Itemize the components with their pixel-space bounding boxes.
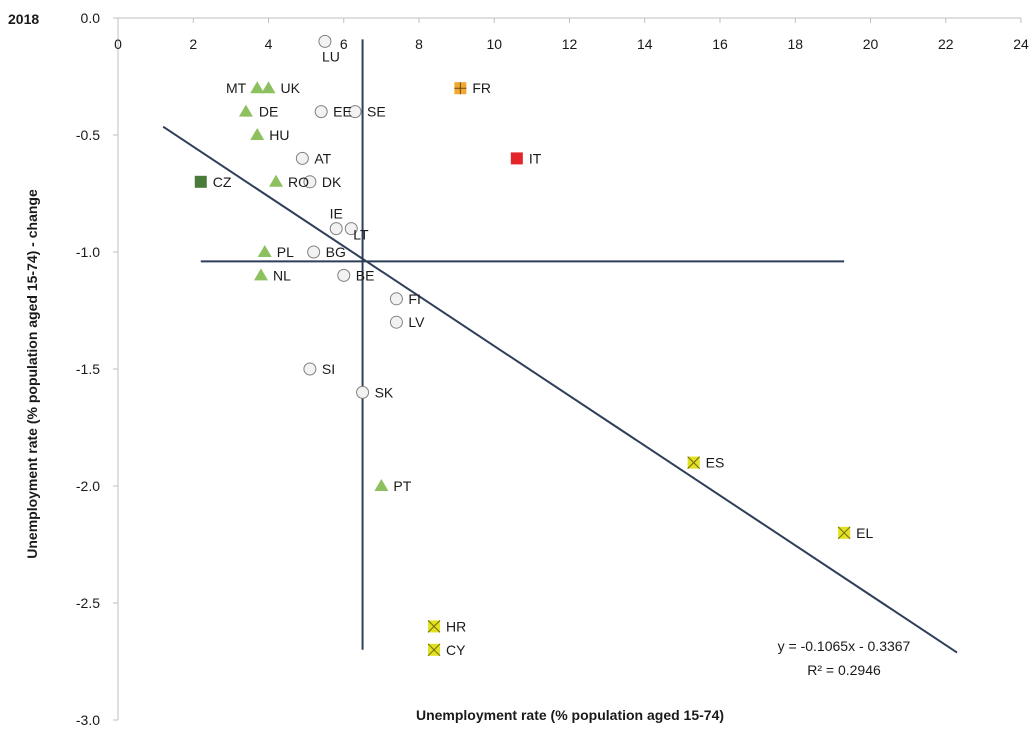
label-cz: CZ [213,174,232,190]
point-cz [194,175,207,188]
data-points [194,34,851,657]
point-hr-cross [427,620,441,633]
label-fr: FR [472,80,491,96]
label-de: DE [259,104,278,120]
point-dk [303,175,317,189]
label-hu: HU [269,127,289,143]
point-nl [253,268,268,281]
label-hr: HR [446,618,466,634]
label-lv: LV [408,314,425,330]
point-fr-cross [454,82,467,95]
x-tick-label: 10 [486,36,502,52]
label-cy: CY [446,642,466,658]
label-ie: IE [330,206,343,222]
point-sk [356,385,370,399]
point-se [348,105,362,119]
point-lt [344,222,358,236]
label-pl: PL [277,244,294,260]
label-pt: PT [393,478,411,494]
x-tick-label: 0 [114,36,122,52]
point-mt [250,81,265,94]
x-tick-label: 4 [265,36,273,52]
point-hu [250,128,265,140]
label-fi: FI [408,291,420,307]
y-tick-label: 0.0 [81,10,101,26]
point-ie [329,222,343,236]
label-ee: EE [333,104,352,120]
point-fi [389,292,403,306]
point-it [510,152,523,165]
x-tick-label: 6 [340,36,348,52]
x-tick-label: 12 [562,36,578,52]
label-lu: LU [322,48,340,64]
point-pl [257,245,272,257]
point-at [295,151,309,165]
point-de [238,104,253,117]
label-nl: NL [273,267,291,283]
point-lu [318,34,332,48]
point-cy-cross [427,643,441,657]
label-sk: SK [375,384,394,400]
trendline-r-squared: R² = 0.2946 [807,662,881,678]
x-axis-title: Unemployment rate (% population aged 15-… [416,707,724,723]
trendline-equation: y = -0.1065x - 0.3367 [778,638,911,654]
point-el-cross [837,526,851,540]
label-ro: RO [288,174,309,190]
x-tick-label: 2 [189,36,197,52]
y-axis-title: Unemployment rate (% population aged 15-… [24,189,40,559]
trendline [162,125,958,654]
y-tick-label: -2.5 [76,595,100,611]
point-si [303,362,317,376]
point-labels: LU MT UK FR DE EE SE HU AT IT CZ RO DK IE LT PL BG NL BE FI… [213,48,874,657]
label-si: SI [322,361,335,377]
x-tick-label: 8 [415,36,423,52]
y-tick-label: -1.0 [76,244,100,260]
label-mt: MT [226,80,247,96]
point-be [337,268,351,282]
y-tick-label: -0.5 [76,127,100,143]
label-bg: BG [326,244,346,260]
label-dk: DK [322,174,342,190]
point-ro [269,174,284,187]
y-tick-label: -2.0 [76,478,100,494]
x-tick-label: 18 [787,36,803,52]
y-tick-label: -1.5 [76,361,100,377]
axes: 0 2 4 6 8 10 12 14 16 18 20 22 240.0-0.5-1.0-1.5-2.0… [76,10,1029,728]
x-tick-label: 24 [1013,36,1029,52]
point-lv [389,315,403,329]
point-uk [261,81,276,94]
point-es-cross [687,456,701,469]
label-be: BE [356,267,375,283]
point-ee [314,105,328,119]
label-se: SE [367,104,386,120]
label-lt: LT [353,227,369,243]
x-tick-label: 22 [938,36,954,52]
x-tick-label: 14 [637,36,653,52]
label-el: EL [856,525,873,541]
label-uk: UK [281,80,301,96]
point-bg [307,245,321,259]
x-tick-label: 20 [863,36,879,52]
x-tick-label: 16 [712,36,728,52]
label-it: IT [529,150,542,166]
label-es: ES [706,455,725,471]
point-pt [374,479,389,491]
reference-lines [162,39,958,654]
y-tick-label: -3.0 [76,712,100,728]
label-at: AT [314,150,331,166]
year-label: 2018 [8,11,39,27]
